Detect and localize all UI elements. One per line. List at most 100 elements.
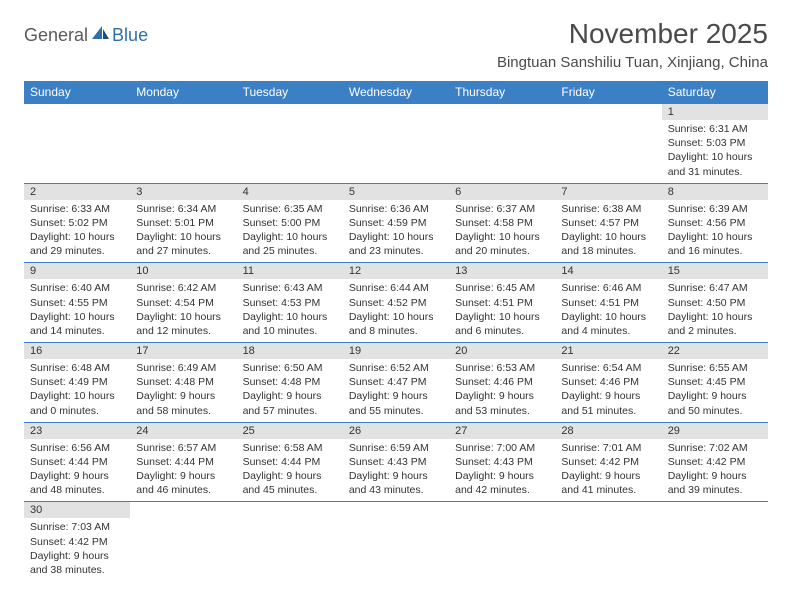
calendar-cell: 23Sunrise: 6:56 AMSunset: 4:44 PMDayligh…: [24, 422, 130, 502]
calendar-cell: 26Sunrise: 6:59 AMSunset: 4:43 PMDayligh…: [343, 422, 449, 502]
daylight-line: Daylight: 10 hours and 29 minutes.: [30, 230, 124, 258]
day-number: 29: [662, 423, 768, 439]
day-number: 18: [237, 343, 343, 359]
daylight-line: Daylight: 9 hours and 46 minutes.: [136, 469, 230, 497]
sunset-line: Sunset: 4:53 PM: [243, 296, 337, 310]
day-number: 15: [662, 263, 768, 279]
day-number: 5: [343, 184, 449, 200]
daylight-line: Daylight: 9 hours and 50 minutes.: [668, 389, 762, 417]
day-body: Sunrise: 6:45 AMSunset: 4:51 PMDaylight:…: [449, 279, 555, 342]
sunset-line: Sunset: 5:03 PM: [668, 136, 762, 150]
day-body: Sunrise: 6:38 AMSunset: 4:57 PMDaylight:…: [555, 200, 661, 263]
daylight-line: Daylight: 10 hours and 20 minutes.: [455, 230, 549, 258]
calendar-cell: [130, 104, 236, 184]
sunrise-line: Sunrise: 6:39 AM: [668, 202, 762, 216]
calendar-cell: 6Sunrise: 6:37 AMSunset: 4:58 PMDaylight…: [449, 183, 555, 263]
calendar-cell: 15Sunrise: 6:47 AMSunset: 4:50 PMDayligh…: [662, 263, 768, 343]
daylight-line: Daylight: 10 hours and 16 minutes.: [668, 230, 762, 258]
daylight-line: Daylight: 10 hours and 18 minutes.: [561, 230, 655, 258]
day-body: Sunrise: 6:56 AMSunset: 4:44 PMDaylight:…: [24, 439, 130, 502]
daylight-line: Daylight: 10 hours and 6 minutes.: [455, 310, 549, 338]
weekday-header: Friday: [555, 81, 661, 104]
sunrise-line: Sunrise: 6:48 AM: [30, 361, 124, 375]
sunrise-line: Sunrise: 6:44 AM: [349, 281, 443, 295]
calendar-cell: 18Sunrise: 6:50 AMSunset: 4:48 PMDayligh…: [237, 343, 343, 423]
day-number: 11: [237, 263, 343, 279]
calendar-cell: [555, 502, 661, 581]
calendar-cell: 13Sunrise: 6:45 AMSunset: 4:51 PMDayligh…: [449, 263, 555, 343]
day-number: 12: [343, 263, 449, 279]
sunrise-line: Sunrise: 6:45 AM: [455, 281, 549, 295]
day-number: 26: [343, 423, 449, 439]
day-body: Sunrise: 6:47 AMSunset: 4:50 PMDaylight:…: [662, 279, 768, 342]
day-number: 14: [555, 263, 661, 279]
calendar-cell: 12Sunrise: 6:44 AMSunset: 4:52 PMDayligh…: [343, 263, 449, 343]
daylight-line: Daylight: 10 hours and 4 minutes.: [561, 310, 655, 338]
sunset-line: Sunset: 4:42 PM: [668, 455, 762, 469]
daylight-line: Daylight: 9 hours and 43 minutes.: [349, 469, 443, 497]
day-body: Sunrise: 6:42 AMSunset: 4:54 PMDaylight:…: [130, 279, 236, 342]
day-number: 17: [130, 343, 236, 359]
sunset-line: Sunset: 4:43 PM: [349, 455, 443, 469]
sunrise-line: Sunrise: 6:40 AM: [30, 281, 124, 295]
sunset-line: Sunset: 4:48 PM: [136, 375, 230, 389]
sunset-line: Sunset: 4:46 PM: [561, 375, 655, 389]
day-body: Sunrise: 6:54 AMSunset: 4:46 PMDaylight:…: [555, 359, 661, 422]
sunrise-line: Sunrise: 6:47 AM: [668, 281, 762, 295]
weekday-header: Sunday: [24, 81, 130, 104]
daylight-line: Daylight: 10 hours and 10 minutes.: [243, 310, 337, 338]
sunset-line: Sunset: 4:56 PM: [668, 216, 762, 230]
calendar-cell: 16Sunrise: 6:48 AMSunset: 4:49 PMDayligh…: [24, 343, 130, 423]
daylight-line: Daylight: 9 hours and 41 minutes.: [561, 469, 655, 497]
calendar-cell: 2Sunrise: 6:33 AMSunset: 5:02 PMDaylight…: [24, 183, 130, 263]
day-body: Sunrise: 6:46 AMSunset: 4:51 PMDaylight:…: [555, 279, 661, 342]
sunrise-line: Sunrise: 6:33 AM: [30, 202, 124, 216]
daylight-line: Daylight: 9 hours and 55 minutes.: [349, 389, 443, 417]
daylight-line: Daylight: 10 hours and 8 minutes.: [349, 310, 443, 338]
day-number: 8: [662, 184, 768, 200]
title-block: November 2025 Bingtuan Sanshiliu Tuan, X…: [497, 18, 768, 71]
sunset-line: Sunset: 4:46 PM: [455, 375, 549, 389]
calendar-cell: [343, 502, 449, 581]
sunset-line: Sunset: 4:45 PM: [668, 375, 762, 389]
sunrise-line: Sunrise: 6:37 AM: [455, 202, 549, 216]
calendar-cell: [130, 502, 236, 581]
day-body: Sunrise: 6:44 AMSunset: 4:52 PMDaylight:…: [343, 279, 449, 342]
sunrise-line: Sunrise: 6:35 AM: [243, 202, 337, 216]
calendar-cell: 24Sunrise: 6:57 AMSunset: 4:44 PMDayligh…: [130, 422, 236, 502]
calendar-cell: [237, 502, 343, 581]
sunset-line: Sunset: 5:00 PM: [243, 216, 337, 230]
day-body: Sunrise: 6:37 AMSunset: 4:58 PMDaylight:…: [449, 200, 555, 263]
weekday-header: Monday: [130, 81, 236, 104]
logo-text-general: General: [24, 25, 88, 46]
day-number: 4: [237, 184, 343, 200]
daylight-line: Daylight: 10 hours and 12 minutes.: [136, 310, 230, 338]
daylight-line: Daylight: 9 hours and 38 minutes.: [30, 549, 124, 577]
sunset-line: Sunset: 4:44 PM: [243, 455, 337, 469]
sunset-line: Sunset: 4:43 PM: [455, 455, 549, 469]
day-number: 23: [24, 423, 130, 439]
calendar-cell: 11Sunrise: 6:43 AMSunset: 4:53 PMDayligh…: [237, 263, 343, 343]
day-body: Sunrise: 6:50 AMSunset: 4:48 PMDaylight:…: [237, 359, 343, 422]
sunset-line: Sunset: 4:58 PM: [455, 216, 549, 230]
month-title: November 2025: [497, 18, 768, 50]
calendar-cell: 28Sunrise: 7:01 AMSunset: 4:42 PMDayligh…: [555, 422, 661, 502]
calendar-cell: 17Sunrise: 6:49 AMSunset: 4:48 PMDayligh…: [130, 343, 236, 423]
day-body: Sunrise: 6:35 AMSunset: 5:00 PMDaylight:…: [237, 200, 343, 263]
calendar-cell: 19Sunrise: 6:52 AMSunset: 4:47 PMDayligh…: [343, 343, 449, 423]
day-number: 1: [662, 104, 768, 120]
day-number: 19: [343, 343, 449, 359]
sunrise-line: Sunrise: 7:03 AM: [30, 520, 124, 534]
day-body: Sunrise: 6:43 AMSunset: 4:53 PMDaylight:…: [237, 279, 343, 342]
daylight-line: Daylight: 9 hours and 53 minutes.: [455, 389, 549, 417]
day-body: Sunrise: 6:31 AMSunset: 5:03 PMDaylight:…: [662, 120, 768, 183]
daylight-line: Daylight: 9 hours and 57 minutes.: [243, 389, 337, 417]
sunrise-line: Sunrise: 6:58 AM: [243, 441, 337, 455]
day-body: Sunrise: 6:52 AMSunset: 4:47 PMDaylight:…: [343, 359, 449, 422]
sunrise-line: Sunrise: 6:31 AM: [668, 122, 762, 136]
calendar-cell: [449, 104, 555, 184]
daylight-line: Daylight: 10 hours and 23 minutes.: [349, 230, 443, 258]
sunrise-line: Sunrise: 6:36 AM: [349, 202, 443, 216]
sunset-line: Sunset: 4:47 PM: [349, 375, 443, 389]
calendar-cell: 10Sunrise: 6:42 AMSunset: 4:54 PMDayligh…: [130, 263, 236, 343]
